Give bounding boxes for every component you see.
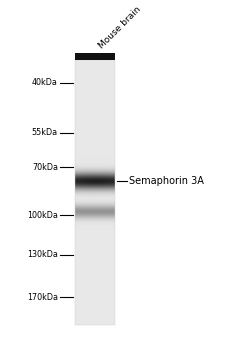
Text: Mouse brain: Mouse brain xyxy=(97,5,142,50)
Text: 55kDa: 55kDa xyxy=(32,128,58,137)
Text: 70kDa: 70kDa xyxy=(32,163,58,172)
Text: Semaphorin 3A: Semaphorin 3A xyxy=(128,176,203,186)
Text: 40kDa: 40kDa xyxy=(32,78,58,87)
Bar xyxy=(75,53,115,60)
Text: 130kDa: 130kDa xyxy=(27,250,58,259)
Text: 170kDa: 170kDa xyxy=(27,293,58,302)
Text: 100kDa: 100kDa xyxy=(27,210,58,219)
